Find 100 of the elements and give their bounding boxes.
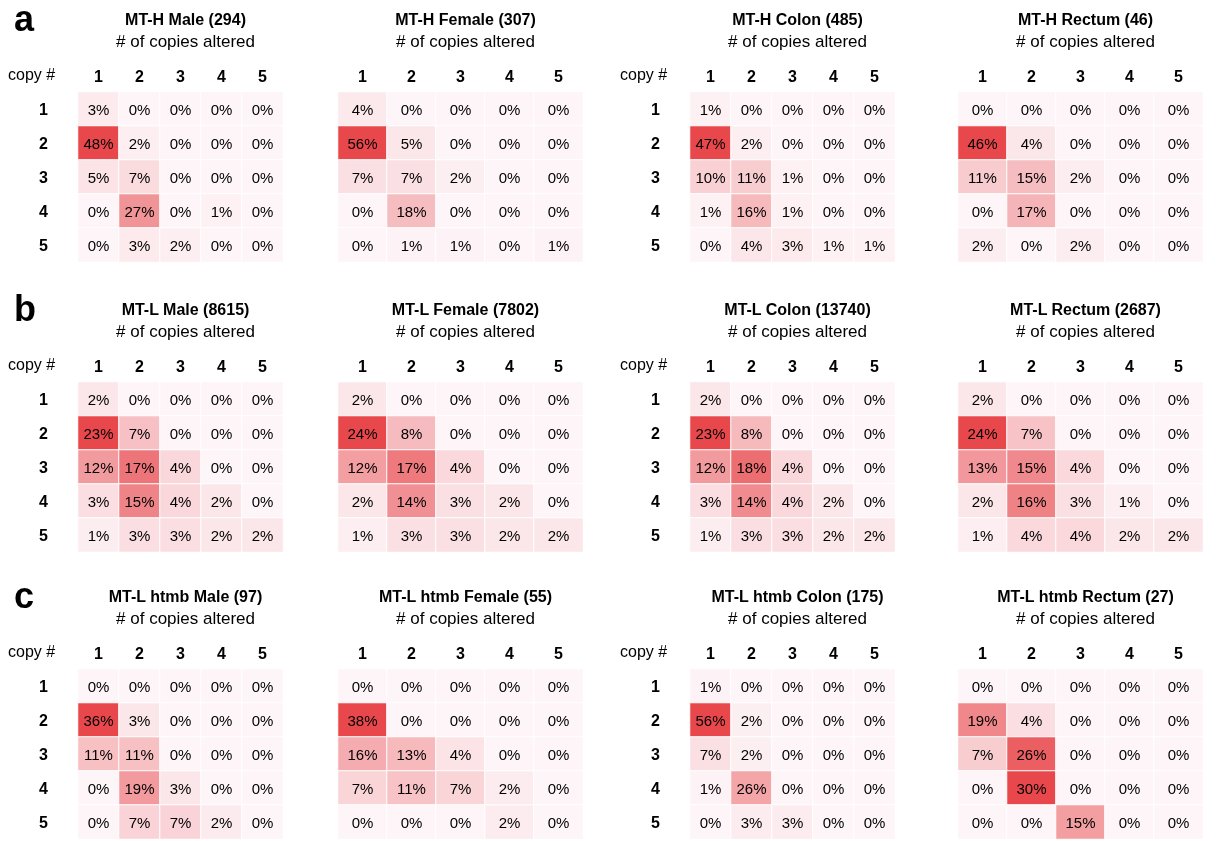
x-tick-label: 5	[870, 644, 880, 662]
data-label: 0%	[1167, 390, 1190, 408]
y-tick-label: 3	[651, 458, 661, 476]
data-label: 19%	[967, 711, 998, 729]
data-label: 16%	[736, 202, 767, 220]
x-tick-label: 4	[217, 644, 227, 662]
data-label: 4%	[351, 100, 374, 118]
data-label: 0%	[449, 677, 472, 695]
data-label: 0%	[498, 711, 521, 729]
data-label: 0%	[822, 779, 845, 797]
y-axis-title: copy #	[620, 355, 668, 373]
x-tick-label: 2	[407, 644, 417, 662]
data-label: 2%	[971, 390, 994, 408]
data-label: 0%	[351, 236, 374, 254]
data-label: 0%	[210, 236, 233, 254]
data-label: 0%	[1118, 779, 1141, 797]
data-label: 4%	[1069, 458, 1092, 476]
data-label: 0%	[822, 458, 845, 476]
data-label: 0%	[400, 677, 423, 695]
data-label: 0%	[822, 168, 845, 186]
x-tick-label: 5	[554, 644, 564, 662]
data-label: 26%	[1016, 745, 1047, 763]
data-label: 0%	[863, 677, 886, 695]
data-label: 0%	[210, 390, 233, 408]
x-tick-label: 3	[176, 644, 186, 662]
data-label: 0%	[1167, 458, 1190, 476]
data-label: 11%	[84, 745, 113, 763]
data-label: 3%	[781, 813, 804, 831]
data-label: 16%	[347, 745, 378, 763]
data-label: 1%	[863, 236, 886, 254]
data-label: 1%	[210, 202, 233, 220]
data-label: 0%	[547, 745, 570, 763]
x-axis-title: # of copies altered	[116, 322, 255, 341]
data-label: 23%	[695, 424, 726, 442]
data-label: 0%	[87, 779, 110, 797]
data-label: 7%	[128, 813, 151, 831]
y-tick-label: 3	[651, 168, 661, 186]
data-label: 0%	[547, 711, 570, 729]
data-label: 0%	[740, 100, 763, 118]
y-axis-title: copy #	[8, 65, 56, 83]
y-axis-title: copy #	[620, 642, 668, 660]
data-label: 5%	[400, 134, 423, 152]
data-label: 0%	[1167, 134, 1190, 152]
data-label: 15%	[1016, 168, 1047, 186]
data-label: 0%	[449, 424, 472, 442]
data-label: 3%	[449, 492, 472, 510]
y-tick-label: 5	[651, 526, 661, 544]
x-tick-label: 1	[358, 67, 368, 85]
data-label: 0%	[351, 813, 374, 831]
data-label: 0%	[1069, 100, 1092, 118]
data-label: 0%	[498, 424, 521, 442]
data-label: 14%	[736, 492, 767, 510]
data-label: 0%	[822, 134, 845, 152]
chart-title: MT-H Male (294)	[125, 10, 246, 28]
data-label: 0%	[1118, 813, 1141, 831]
data-label: 0%	[1069, 711, 1092, 729]
y-tick-label: 2	[651, 424, 661, 442]
x-axis-title: # of copies altered	[1016, 609, 1155, 628]
x-tick-label: 3	[1076, 644, 1086, 662]
data-label: 5%	[87, 168, 110, 186]
data-label: 0%	[547, 677, 570, 695]
data-label: 0%	[210, 779, 233, 797]
y-tick-label: 5	[39, 813, 49, 831]
data-label: 3%	[400, 526, 423, 544]
y-tick-label: 5	[651, 236, 661, 254]
data-label: 2%	[863, 526, 886, 544]
data-label: 17%	[396, 458, 427, 476]
data-label: 0%	[547, 134, 570, 152]
data-label: 0%	[822, 813, 845, 831]
data-label: 0%	[699, 813, 722, 831]
data-label: 3%	[449, 526, 472, 544]
x-tick-label: 5	[870, 67, 880, 85]
data-label: 47%	[695, 134, 726, 152]
data-label: 12%	[695, 458, 726, 476]
data-label: 0%	[251, 168, 274, 186]
data-label: 0%	[128, 677, 151, 695]
y-tick-label: 2	[39, 424, 49, 442]
x-axis-title: # of copies altered	[116, 32, 255, 51]
data-label: 0%	[1167, 100, 1190, 118]
data-label: 15%	[124, 492, 155, 510]
data-label: 2%	[740, 745, 763, 763]
data-label: 0%	[863, 202, 886, 220]
data-label: 0%	[1167, 677, 1190, 695]
data-label: 0%	[128, 100, 151, 118]
y-tick-label: 2	[651, 134, 661, 152]
data-label: 4%	[1069, 526, 1092, 544]
data-label: 13%	[396, 745, 427, 763]
data-label: 0%	[547, 813, 570, 831]
data-label: 0%	[547, 100, 570, 118]
data-label: 3%	[128, 711, 151, 729]
data-label: 0%	[863, 100, 886, 118]
data-label: 0%	[169, 424, 192, 442]
x-axis-title: # of copies altered	[1016, 322, 1155, 341]
data-label: 0%	[1167, 711, 1190, 729]
x-tick-label: 4	[829, 67, 839, 85]
x-tick-label: 3	[176, 67, 186, 85]
x-tick-label: 2	[135, 67, 145, 85]
data-label: 4%	[449, 458, 472, 476]
data-label: 0%	[1167, 779, 1190, 797]
y-tick-label: 5	[39, 526, 49, 544]
